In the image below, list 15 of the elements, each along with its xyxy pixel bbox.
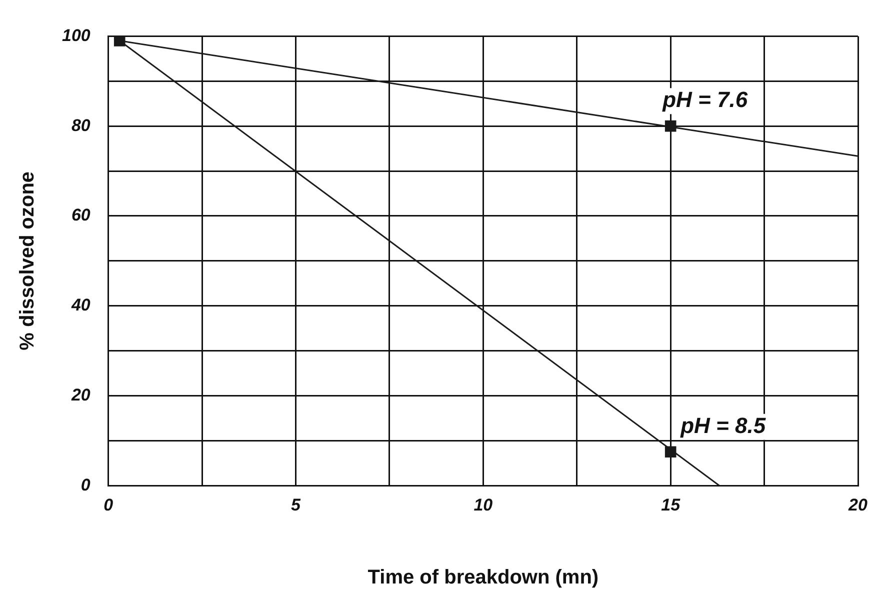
- series-label: pH = 7.6: [662, 87, 748, 112]
- y-tick-label: 20: [70, 385, 91, 404]
- y-tick-label: 40: [70, 296, 91, 315]
- y-tick-label: 60: [71, 206, 91, 225]
- y-tick-label: 0: [80, 475, 91, 494]
- x-tick-label: 0: [104, 495, 114, 514]
- series-label: pH = 8.5: [680, 412, 766, 438]
- y-tick-label: 80: [71, 116, 91, 135]
- x-axis-title: Time of breakdown (mn): [368, 566, 599, 589]
- x-tick-label: 5: [291, 495, 302, 514]
- y-tick-label: 100: [62, 26, 91, 45]
- x-tick-label: 20: [848, 495, 868, 514]
- x-tick-label: 15: [661, 495, 681, 514]
- x-tick-label: 10: [474, 495, 494, 514]
- y-axis-title: % dissolved ozone: [16, 171, 39, 350]
